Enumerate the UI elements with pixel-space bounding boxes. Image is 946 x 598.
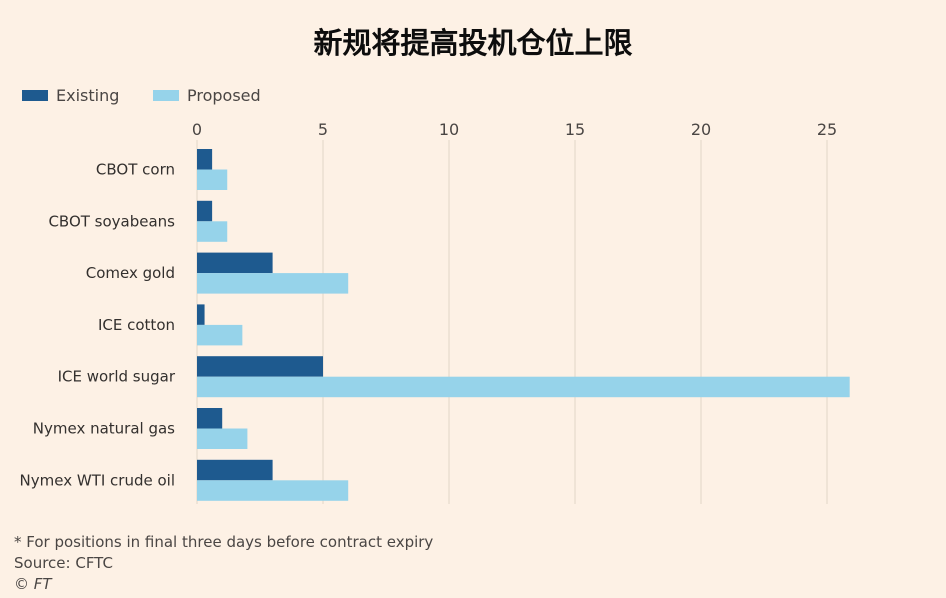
x-tick-label-5: 5: [318, 120, 328, 139]
category-labels: CBOT corn CBOT soyabeans Comex gold ICE cot…: [20, 161, 176, 490]
bar-proposed-nymex-natural-gas: [197, 428, 248, 449]
category-label-ice-cotton: ICE cotton: [98, 316, 175, 334]
bars: [197, 149, 850, 501]
bar-existing-ice-cotton: [197, 304, 205, 325]
bar-existing-ice-world-sugar: [197, 356, 323, 377]
bar-existing-cbot-soyabeans: [197, 200, 213, 222]
x-tick-label-10: 10: [439, 120, 459, 139]
bar-proposed-ice-world-sugar: [197, 376, 850, 398]
category-label-nymex-wti-crude-oil: Nymex WTI crude oil: [20, 471, 175, 489]
category-label-ice-world-sugar: ICE world sugar: [58, 368, 176, 386]
bar-proposed-nymex-wti-crude-oil: [197, 480, 349, 501]
footnote-note: * For positions in final three days befo…: [14, 533, 434, 551]
chart-title: 新规将提高投机仓位上限: [313, 26, 633, 60]
legend-label-existing: Existing: [56, 86, 120, 105]
category-label-cbot-corn: CBOT corn: [96, 161, 175, 179]
category-label-cbot-soyabeans: CBOT soyabeans: [48, 212, 175, 230]
x-tick-label-0: 0: [192, 120, 202, 139]
bar-existing-comex-gold: [197, 252, 273, 274]
category-label-nymex-natural-gas: Nymex natural gas: [33, 420, 175, 438]
legend-label-proposed: Proposed: [187, 86, 261, 105]
bar-existing-cbot-corn: [197, 149, 213, 170]
bar-proposed-ice-cotton: [197, 324, 243, 346]
category-label-comex-gold: Comex gold: [86, 264, 175, 282]
x-tick-label-20: 20: [691, 120, 711, 139]
footnotes: * For positions in final three days befo…: [14, 532, 433, 595]
bar-existing-nymex-wti-crude-oil: [197, 459, 273, 481]
legend-swatch-existing: [22, 90, 48, 101]
bar-proposed-cbot-corn: [197, 169, 228, 190]
bar-chart: 0 5 10 15 20 25 CBOT corn CBOT soyabeans Comex …: [20, 120, 850, 504]
bar-existing-nymex-natural-gas: [197, 408, 223, 429]
footnote-source: Source: CFTC: [14, 554, 113, 572]
footnote-credit: © FT: [14, 575, 52, 593]
gridlines: [196, 140, 828, 504]
bar-proposed-cbot-soyabeans: [197, 221, 228, 242]
x-tick-label-25: 25: [817, 120, 837, 139]
x-tick-label-15: 15: [565, 120, 585, 139]
x-axis-ticks: 0 5 10 15 20 25: [192, 120, 837, 139]
bar-proposed-comex-gold: [197, 273, 349, 294]
legend-swatch-proposed: [153, 90, 179, 101]
